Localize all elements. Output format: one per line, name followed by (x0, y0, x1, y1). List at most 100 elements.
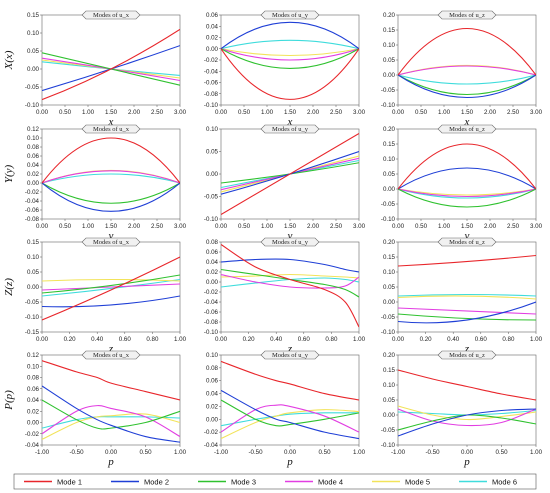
y-tick-label: -0.10 (381, 216, 396, 223)
y-tick-label: -0.10 (381, 329, 396, 336)
x-tick-label: 3.00 (530, 223, 543, 230)
y-tick-label: -0.10 (204, 216, 219, 223)
panel-title-banner (260, 10, 320, 20)
y-tick-label: -0.02 (25, 431, 40, 438)
series-line-mode-3 (221, 268, 359, 298)
legend: Mode 1 Mode 2 Mode 3 Mode 4 Mode 5 Mode 6 (13, 473, 537, 490)
series-group (398, 369, 536, 437)
series-group (221, 21, 359, 100)
series-line-mode-5 (42, 278, 180, 282)
x-tick-label: 1.00 (174, 449, 187, 456)
x-tick-label: 0.00 (215, 109, 228, 116)
y-tick-label: 0.00 (383, 299, 396, 306)
y-tick-label: 0.00 (27, 284, 40, 291)
x-tick-label: 0.80 (146, 336, 159, 343)
x-tick-label: 0.00 (392, 109, 405, 116)
y-tick-label: 0.15 (383, 141, 396, 148)
series-line-mode-4 (42, 170, 180, 184)
y-tick-label: 0.15 (383, 254, 396, 261)
x-tick-label: 0.50 (59, 109, 72, 116)
y-tick-label: -0.05 (381, 427, 396, 434)
series-line-mode-5 (398, 295, 536, 300)
y-tick-label: 0.10 (27, 135, 40, 142)
y-tick-label: 0.10 (27, 254, 40, 261)
series-group (398, 254, 536, 324)
x-axis-label: x (464, 116, 470, 128)
x-tick-label: 0.60 (475, 336, 488, 343)
x-tick-label: 0.50 (415, 223, 428, 230)
x-tick-label: 1.00 (174, 336, 187, 343)
x-tick-label: 0.00 (36, 109, 49, 116)
x-tick-label: 2.50 (507, 109, 520, 116)
series-line-mode-6 (221, 412, 359, 427)
plot-area (220, 354, 360, 446)
series-line-mode-3 (42, 182, 180, 204)
panel-title: Modes of u_z (449, 352, 485, 359)
x-tick-label: 0.20 (64, 336, 77, 343)
series-group (221, 360, 359, 440)
series-line-mode-2 (398, 408, 536, 437)
x-tick-label: 1.00 (261, 109, 274, 116)
y-tick-label: 0.00 (383, 186, 396, 193)
plot-area (397, 241, 537, 333)
panel-title: Modes of u_z (449, 126, 485, 133)
x-tick-label: 2.00 (128, 109, 141, 116)
series-group (42, 28, 180, 101)
y-tick-label: -0.08 (25, 216, 40, 223)
series-line-mode-1 (221, 133, 359, 215)
x-tick-label: 0.40 (91, 336, 104, 343)
y-tick-label: 0.04 (206, 23, 219, 30)
y-tick-label: 0.12 (27, 126, 40, 133)
x-tick-label: -1.00 (214, 449, 229, 456)
legend-entry-mode-2: Mode 2 (111, 478, 169, 487)
panel-title: Modes of u_x (93, 12, 130, 19)
series-line-mode-4 (42, 404, 180, 438)
series-line-mode-4 (398, 307, 536, 315)
x-tick-label: 2.50 (151, 223, 164, 230)
x-tick-label: 3.00 (530, 109, 543, 116)
y-tick-label: 0.00 (27, 180, 40, 187)
chart-panel-2-1: -0.10 -0.08 -0.06 -0.04 -0.02 0.00 0.02 0.04 0.0… (204, 237, 366, 355)
series-line-mode-5 (398, 188, 536, 196)
chart-panel-0-0: -0.10 -0.05 0.00 0.05 0.10 0.15 0.00 0.50 1.00 1.… (3, 10, 187, 128)
y-tick-label: 0.06 (206, 249, 219, 256)
series-group (42, 137, 180, 212)
panel-title: Modes of u_x (93, 352, 130, 359)
y-tick-label: 0.20 (383, 12, 396, 19)
y-tick-label: -0.04 (25, 442, 40, 449)
x-tick-label: 0.50 (495, 449, 508, 456)
y-tick-label: 0.10 (27, 363, 40, 370)
x-tick-label: 1.00 (353, 336, 366, 343)
y-tick-label: -0.05 (204, 194, 219, 201)
x-tick-label: 0.50 (238, 223, 251, 230)
y-tick-label: 0.04 (206, 259, 219, 266)
series-line-mode-1 (221, 360, 359, 401)
panel-title-banner (437, 237, 497, 247)
x-axis-label: x (287, 116, 293, 128)
series-line-mode-3 (42, 399, 180, 430)
series-line-mode-1 (398, 28, 536, 76)
y-tick-label: 0.06 (206, 12, 219, 19)
series-line-mode-4 (398, 408, 536, 427)
series-line-mode-1 (221, 48, 359, 100)
panel-title: Modes of u_x (93, 239, 130, 246)
x-tick-label: 1.00 (530, 449, 543, 456)
y-tick-label: 0.02 (206, 269, 219, 276)
y-tick-label: -0.15 (25, 329, 40, 336)
x-tick-label: 3.00 (353, 223, 366, 230)
x-tick-label: 1.00 (438, 223, 451, 230)
panel-title-banner (437, 10, 497, 20)
chart-panel-1-2: -0.10 -0.05 0.00 0.05 0.10 0.15 0.20 0.00 0.50 1.… (381, 124, 543, 242)
series-line-mode-5 (398, 405, 536, 421)
series-line-mode-2 (42, 385, 180, 443)
x-tick-label: 2.50 (507, 223, 520, 230)
x-tick-label: 2.50 (330, 109, 343, 116)
y-tick-label: 0.02 (27, 171, 40, 178)
series-line-mode-4 (42, 283, 180, 291)
y-axis-label: X(x) (3, 50, 15, 70)
panel-title: Modes of u_x (93, 126, 130, 133)
y-tick-label: -0.04 (204, 68, 219, 75)
series-line-mode-3 (221, 48, 359, 69)
x-tick-label: 2.50 (151, 109, 164, 116)
series-line-mode-6 (42, 416, 180, 429)
